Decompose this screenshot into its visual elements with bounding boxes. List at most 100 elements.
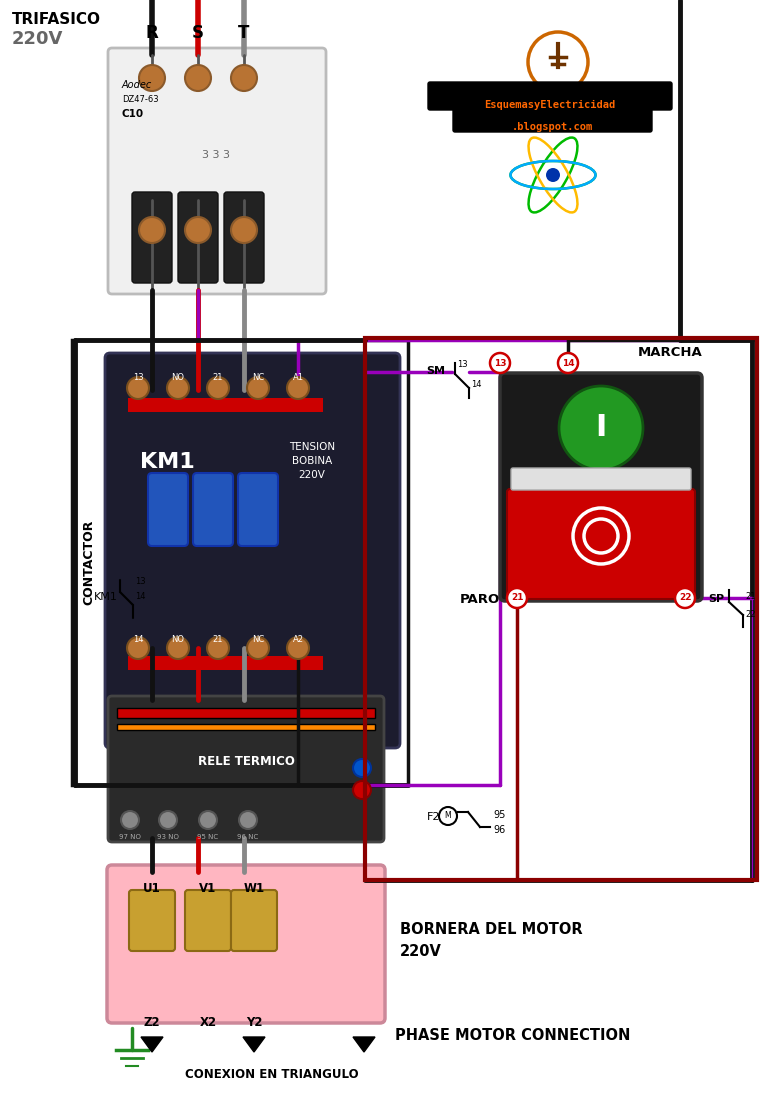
Text: U1: U1 — [143, 882, 161, 895]
FancyBboxPatch shape — [105, 353, 400, 747]
Text: X2: X2 — [199, 1016, 217, 1029]
Text: 22: 22 — [745, 610, 755, 619]
Text: 220V: 220V — [12, 30, 63, 48]
Circle shape — [167, 377, 189, 399]
FancyBboxPatch shape — [224, 192, 264, 283]
Text: TRIFASICO: TRIFASICO — [12, 12, 101, 27]
Text: 97 NO: 97 NO — [119, 834, 141, 840]
Circle shape — [353, 759, 371, 777]
Circle shape — [287, 637, 309, 659]
Text: NO: NO — [172, 635, 185, 644]
Text: CONTACTOR: CONTACTOR — [82, 520, 95, 606]
FancyBboxPatch shape — [231, 891, 277, 952]
Text: F2: F2 — [426, 812, 440, 822]
Text: KM1: KM1 — [94, 592, 118, 602]
Text: DZ47-63: DZ47-63 — [122, 95, 159, 104]
FancyBboxPatch shape — [129, 891, 175, 952]
Circle shape — [231, 65, 257, 91]
Text: EsquemasyElectricidad: EsquemasyElectricidad — [484, 100, 616, 110]
FancyBboxPatch shape — [128, 657, 323, 670]
Text: 93 NO: 93 NO — [157, 834, 179, 840]
Circle shape — [353, 781, 371, 798]
Text: 14: 14 — [471, 380, 482, 389]
FancyBboxPatch shape — [238, 474, 278, 546]
FancyBboxPatch shape — [117, 724, 375, 730]
Text: NO: NO — [172, 373, 185, 381]
Text: NC: NC — [252, 635, 264, 644]
Circle shape — [127, 377, 149, 399]
Circle shape — [185, 65, 211, 91]
Text: RELE TERMICO: RELE TERMICO — [198, 755, 294, 769]
Text: Z2: Z2 — [144, 1016, 160, 1029]
Polygon shape — [353, 1037, 375, 1052]
FancyBboxPatch shape — [453, 106, 652, 132]
Text: V1: V1 — [199, 882, 217, 895]
Text: Aodec: Aodec — [122, 80, 152, 90]
Circle shape — [159, 811, 177, 830]
Text: SP: SP — [708, 594, 724, 604]
Text: R: R — [146, 24, 158, 42]
Text: 13: 13 — [135, 577, 146, 586]
Text: 21: 21 — [511, 593, 523, 602]
FancyBboxPatch shape — [193, 474, 233, 546]
FancyBboxPatch shape — [128, 398, 323, 413]
Circle shape — [507, 588, 527, 608]
Circle shape — [247, 377, 269, 399]
FancyBboxPatch shape — [178, 192, 218, 283]
Circle shape — [207, 377, 229, 399]
Text: 21: 21 — [213, 373, 223, 381]
Circle shape — [546, 167, 560, 182]
Circle shape — [558, 353, 578, 373]
Text: 13: 13 — [457, 360, 467, 369]
Polygon shape — [141, 1037, 163, 1052]
Polygon shape — [243, 1037, 265, 1052]
FancyBboxPatch shape — [507, 489, 695, 599]
Text: 96: 96 — [493, 825, 505, 835]
FancyBboxPatch shape — [148, 474, 188, 546]
Text: S: S — [192, 24, 204, 42]
Text: BORNERA DEL MOTOR: BORNERA DEL MOTOR — [400, 922, 583, 937]
FancyBboxPatch shape — [500, 373, 702, 601]
Text: CONEXION EN TRIANGULO: CONEXION EN TRIANGULO — [185, 1068, 359, 1081]
Circle shape — [167, 637, 189, 659]
Circle shape — [247, 637, 269, 659]
Text: C10: C10 — [122, 109, 144, 119]
FancyBboxPatch shape — [108, 696, 384, 842]
Text: A2: A2 — [293, 635, 303, 644]
Circle shape — [207, 637, 229, 659]
Text: 22: 22 — [679, 593, 692, 602]
Text: Y2: Y2 — [245, 1016, 262, 1029]
Text: A1: A1 — [293, 373, 303, 381]
Text: 21: 21 — [213, 635, 223, 644]
Text: 95 NC: 95 NC — [198, 834, 219, 840]
Circle shape — [139, 65, 165, 91]
Text: SM: SM — [426, 366, 445, 376]
Text: NC: NC — [252, 373, 264, 381]
Text: PHASE MOTOR CONNECTION: PHASE MOTOR CONNECTION — [395, 1028, 630, 1042]
Text: 14: 14 — [135, 592, 145, 601]
Text: MARCHA: MARCHA — [638, 346, 703, 359]
Text: 13: 13 — [133, 373, 144, 381]
Text: 14: 14 — [133, 635, 143, 644]
Circle shape — [573, 508, 629, 564]
FancyBboxPatch shape — [428, 82, 672, 110]
Circle shape — [675, 588, 695, 608]
Text: KM1: KM1 — [140, 452, 195, 472]
Circle shape — [490, 353, 510, 373]
FancyBboxPatch shape — [72, 340, 408, 785]
Text: W1: W1 — [243, 882, 264, 895]
Circle shape — [239, 811, 257, 830]
Circle shape — [127, 637, 149, 659]
FancyBboxPatch shape — [107, 865, 385, 1022]
Text: 14: 14 — [562, 358, 575, 367]
Text: TENSION
BOBINA
220V: TENSION BOBINA 220V — [289, 442, 335, 480]
Text: 220V: 220V — [400, 944, 442, 959]
Text: T: T — [239, 24, 250, 42]
Text: 95: 95 — [493, 810, 505, 820]
Circle shape — [559, 386, 643, 470]
Text: 21: 21 — [745, 592, 755, 601]
FancyBboxPatch shape — [511, 468, 691, 490]
Text: 3 3 3: 3 3 3 — [202, 150, 230, 160]
FancyBboxPatch shape — [117, 708, 375, 718]
Circle shape — [185, 217, 211, 243]
